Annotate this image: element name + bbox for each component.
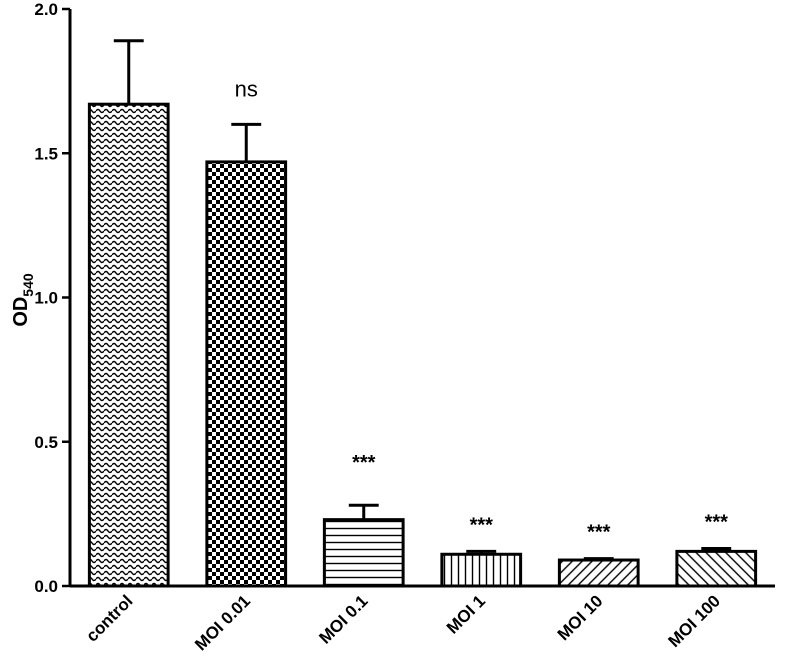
significance-label: *** — [470, 514, 494, 536]
bars — [87, 102, 758, 588]
y-tick-label: 0.0 — [34, 577, 58, 596]
category-label: MOI 0.01 — [191, 591, 254, 654]
significance-label: ns — [235, 76, 258, 101]
bar-moi-0-1 — [322, 518, 405, 588]
axes — [68, 9, 775, 588]
bar-moi-1 — [440, 552, 523, 588]
category-label: MOI 0.1 — [315, 591, 371, 647]
y-axis-title: OD540 — [10, 273, 36, 327]
bar-moi-0-01 — [205, 160, 288, 588]
category-labels: control MOI 0.01 MOI 0.1 MOI 1 MOI 10 MOI 100 — [82, 591, 724, 654]
y-axis-title-main: OD — [10, 297, 32, 327]
category-label: MOI 1 — [443, 591, 489, 637]
bar-control — [87, 102, 170, 588]
bar-moi-100 — [675, 549, 758, 588]
error-bars — [113, 39, 732, 561]
y-ticks: 0.0 0.5 1.0 1.5 2.0 — [34, 0, 70, 596]
y-tick-label: 0.5 — [34, 433, 58, 452]
significance-label: *** — [352, 452, 376, 474]
significance-labels: ns *** *** *** *** — [235, 76, 729, 543]
y-tick-label: 1.5 — [34, 144, 58, 163]
y-tick-label: 2.0 — [34, 0, 58, 19]
significance-label: *** — [705, 511, 729, 533]
significance-label: *** — [587, 522, 611, 544]
y-tick-label: 1.0 — [34, 289, 58, 308]
category-label: MOI 100 — [665, 591, 725, 651]
category-label: control — [82, 591, 136, 645]
category-label: MOI 10 — [554, 591, 607, 644]
bar-moi-10 — [557, 558, 640, 588]
y-axis-title-subscript: 540 — [20, 273, 36, 297]
